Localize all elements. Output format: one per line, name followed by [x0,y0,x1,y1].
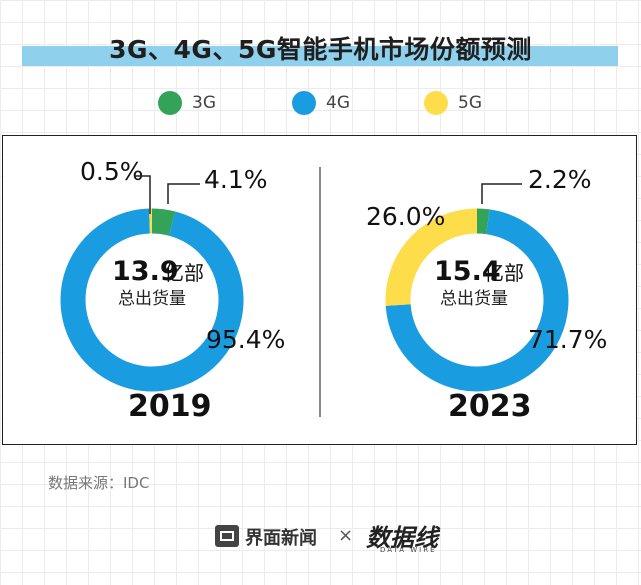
legend-dot-3g [158,91,182,115]
footer-partner: 数据线 [366,524,438,552]
legend-dot-5g [424,91,448,115]
legend: 3G 4G 5G [0,90,641,116]
footer: 界面新闻 × 数据线 DATA WIRE [0,522,641,554]
total-label-2023: 总出货量 [440,289,508,309]
legend-item-3g: 3G [158,90,216,116]
footer-brand: 界面新闻 [245,528,317,549]
panel-divider [319,167,321,417]
donut-slice-2023-4g [385,209,569,392]
footer-separator: × [338,525,354,546]
legend-label-3g: 3G [192,93,216,113]
data-label-2019-5g: 0.5% [80,157,144,186]
data-label-2023-5g: 26.0% [366,202,445,231]
data-label-2023-3g: 2.2% [528,165,592,194]
total-unit-2019: 亿部 [164,261,204,285]
legend-label-4g: 4G [326,93,350,113]
donut-slice-2019-3g [151,208,176,236]
donut-slice-2019-4g [60,208,244,392]
legend-item-4g: 4G [292,90,350,116]
title-highlight-bar [22,46,618,66]
legend-dot-4g [292,91,316,115]
legend-item-5g: 5G [424,90,482,116]
chart-title: 3G、4G、5G智能手机市场份额预测 [109,35,532,64]
data-label-2023-4g: 71.7% [528,325,607,354]
leader-line-2019-5g [134,175,151,214]
total-value-2023: 15.4 [434,256,501,287]
year-label-2023: 2023 [448,389,532,424]
data-label-2019-4g: 95.4% [206,325,285,354]
total-label-2019: 总出货量 [118,289,186,309]
donut-2019 [60,208,244,392]
leader-line-2023-3g [481,183,522,204]
data-label-2019-3g: 4.1% [204,165,268,194]
footer-partner-sub: DATA WIRE [380,546,437,554]
donut-slice-2023-5g [385,208,478,306]
legend-label-5g: 5G [458,93,482,113]
year-label-2019: 2019 [128,389,212,424]
total-unit-2023: 亿部 [484,261,524,285]
donut-2023 [385,208,569,392]
leader-line-2019-3g [167,183,200,204]
jiemian-logo-icon [215,525,239,547]
source-note: 数据来源：IDC [48,474,150,492]
total-value-2019: 13.9 [112,256,179,287]
donut-slice-2023-3g [476,208,490,235]
